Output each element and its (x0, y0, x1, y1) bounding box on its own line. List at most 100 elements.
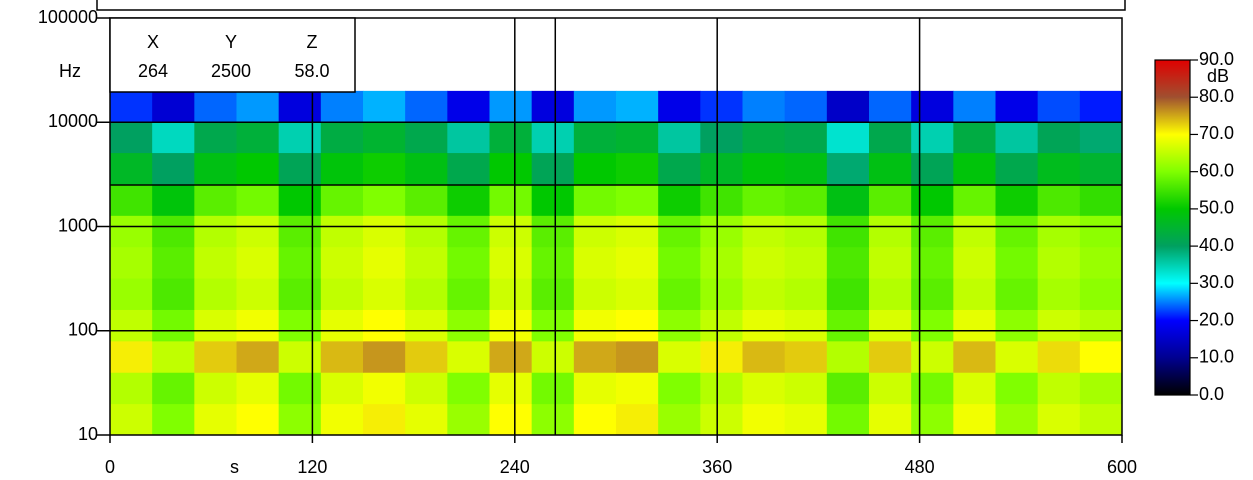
heatmap-cell (742, 309, 786, 342)
heatmap-cell (405, 278, 448, 310)
heatmap-cell (110, 278, 153, 310)
heatmap-cell (784, 403, 828, 436)
heatmap-cell (110, 215, 153, 248)
heatmap-cell (152, 121, 195, 154)
heatmap-cell (616, 121, 659, 154)
heatmap-cell (236, 309, 280, 342)
heatmap-cell (152, 215, 195, 248)
heatmap-cell (320, 183, 364, 216)
heatmap-cell (784, 183, 828, 216)
heatmap-cell (531, 372, 575, 405)
heatmap-cell (616, 152, 659, 185)
readout-value: Z (307, 32, 318, 52)
heatmap-cell (784, 121, 828, 154)
heatmap-cell (405, 309, 448, 342)
heatmap-cell (700, 278, 743, 310)
heatmap-cell (700, 309, 743, 342)
heatmap-cell (110, 309, 153, 342)
heatmap-cell (995, 90, 1039, 122)
heatmap-cell (236, 152, 280, 185)
heatmap-cell (869, 152, 912, 185)
heatmap-cell (616, 403, 659, 436)
heatmap-cell (152, 183, 195, 216)
heatmap-cell (278, 152, 322, 185)
x-tick-label: 600 (1107, 457, 1137, 477)
heatmap-cell (658, 403, 701, 436)
heatmap-cell (700, 403, 743, 436)
heatmap-cell (742, 121, 786, 154)
heatmap-cell (911, 309, 954, 342)
heatmap-cell (700, 152, 743, 185)
heatmap-cell (1037, 121, 1081, 154)
heatmap-cell (1037, 183, 1081, 216)
x-tick-label: 120 (297, 457, 327, 477)
colorbar-tick-label: 40.0 (1199, 235, 1234, 255)
heatmap-cell (911, 183, 954, 216)
heatmap-cell (658, 246, 701, 279)
heatmap-cell (953, 278, 996, 310)
heatmap-cell (826, 121, 870, 154)
heatmap-cell (489, 183, 533, 216)
heatmap-cell (278, 215, 322, 248)
colorbar-tick-label: 0.0 (1199, 384, 1224, 404)
colorbar-tick-label: 60.0 (1199, 160, 1234, 180)
plot-frame (109, 17, 1123, 436)
heatmap-cell (531, 152, 575, 185)
heatmap-cell (995, 215, 1039, 248)
heatmap-cell (953, 372, 996, 405)
heatmap-cell (236, 121, 280, 154)
heatmap-cell (658, 183, 701, 216)
heatmap-cell (363, 90, 406, 122)
heatmap-cell (236, 183, 280, 216)
heatmap-cell (320, 215, 364, 248)
heatmap-cell (194, 278, 237, 310)
heatmap-cell (742, 215, 786, 248)
heatmap-cell (784, 152, 828, 185)
heatmap-cell (278, 278, 322, 310)
heatmap-cell (405, 246, 448, 279)
readout-box (109, 17, 356, 93)
heatmap-cell (447, 278, 490, 310)
heatmap-cell (700, 183, 743, 216)
heatmap-cell (194, 121, 237, 154)
heatmap-cell (489, 278, 533, 310)
heatmap-cell (489, 121, 533, 154)
heatmap-cell (489, 403, 533, 436)
heatmap-cell (869, 121, 912, 154)
x-tick-label: 480 (905, 457, 935, 477)
heatmap-cell (869, 183, 912, 216)
heatmap-cell (194, 340, 237, 373)
heatmap-cell (531, 403, 575, 436)
heatmap-cell (447, 309, 490, 342)
heatmap-cell (152, 403, 195, 436)
heatmap-cell (278, 90, 322, 122)
heatmap-cell (826, 372, 870, 405)
x-tick-label: 0 (105, 457, 115, 477)
heatmap-cell (489, 215, 533, 248)
heatmap-cell (826, 90, 870, 122)
heatmap-cell (869, 215, 912, 248)
heatmap-cell (616, 246, 659, 279)
heatmap-cell (742, 340, 786, 373)
heatmap-cell (278, 121, 322, 154)
heatmap-cell (320, 309, 364, 342)
heatmap-cell (616, 309, 659, 342)
heatmap-cell (573, 309, 617, 342)
heatmap-cell (110, 372, 153, 405)
heatmap-cell (616, 183, 659, 216)
heatmap-cell (953, 152, 996, 185)
heatmap-cell (573, 90, 617, 122)
heatmap-cell (405, 121, 448, 154)
heatmap-cell (194, 403, 237, 436)
heatmap-cell (573, 215, 617, 248)
heatmap-cell (278, 309, 322, 342)
y-tick-label: 100 (68, 320, 98, 340)
heatmap-cell (405, 403, 448, 436)
heatmap-cell (700, 90, 743, 122)
heatmap-cell (194, 246, 237, 279)
heatmap-cell (700, 246, 743, 279)
heatmap-cell (447, 246, 490, 279)
heatmap-cell (363, 183, 406, 216)
heatmap-cell (194, 152, 237, 185)
heatmap-cell (531, 340, 575, 373)
